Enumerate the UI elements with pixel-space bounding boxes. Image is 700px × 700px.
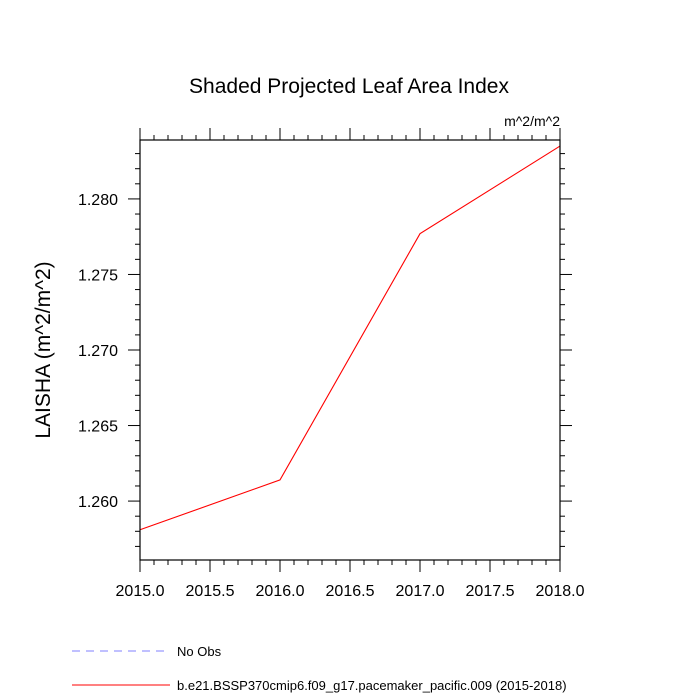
series-line [139,145,561,531]
legend-label-no-obs: No Obs [177,644,222,659]
axis-ticks [128,128,572,572]
x-tick-label: 2017.5 [466,583,515,600]
y-tick-label: 1.280 [78,192,118,209]
x-tick-label: 2016.5 [326,583,375,600]
chart-title: Shaded Projected Leaf Area Index [189,75,509,98]
axis-tick-labels: 2015.0 2015.5 2016.0 2016.5 2017.0 2017.5 2018… [78,192,585,600]
y-tick-label: 1.275 [78,267,118,284]
units-label: m^2/m^2 [504,113,560,129]
x-tick-label: 2016.0 [256,583,305,600]
y-tick-label: 1.260 [78,494,118,511]
x-tick-label: 2017.0 [396,583,445,600]
legend-label-model: b.e21.BSSP370cmip6.f09_g17.pacemaker_pac… [177,678,567,693]
y-axis-label: LAISHA (m^2/m^2) [32,261,55,438]
x-tick-label: 2015.0 [116,583,165,600]
plot-frame [139,139,561,561]
legend: No Obs b.e21.BSSP370cmip6.f09_g17.pacema… [72,644,567,693]
x-tick-label: 2015.5 [186,583,235,600]
series-layer [139,145,561,531]
y-tick-label: 1.270 [78,343,118,360]
x-tick-label: 2018.0 [536,583,585,600]
y-tick-label: 1.265 [78,419,118,436]
